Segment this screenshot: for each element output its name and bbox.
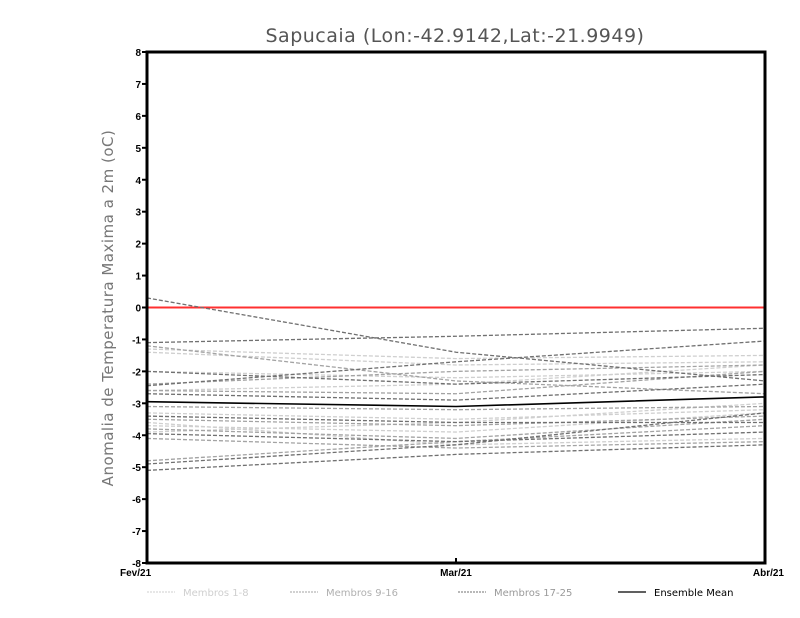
member-line-group3-6 [146, 415, 765, 424]
member-line-group2-5 [146, 437, 766, 449]
legend-label: Membros 1-8 [183, 588, 249, 599]
x-tick-label: Mar/21 [440, 568, 472, 579]
member-line-group3-4 [146, 370, 766, 385]
series-layer [146, 297, 766, 472]
member-line-group1-3 [146, 409, 766, 420]
ensemble-mean-line [146, 396, 766, 408]
y-tick-label: 7 [135, 80, 141, 91]
legend-item: Ensemble Mean [618, 588, 733, 599]
legend: Membros 1-8 Membros 9-16 Membros 17-25 Ense… [147, 588, 733, 599]
y-tick-label: 5 [135, 144, 141, 155]
y-tick-label: -5 [132, 463, 141, 474]
member-line-group3-3 [146, 340, 766, 387]
x-tick-label: Abr/21 [753, 568, 785, 579]
member-line-group2-1 [146, 345, 766, 395]
y-tick-label: 2 [135, 240, 141, 251]
y-tick-label: -3 [132, 399, 141, 410]
y-tick-label: 4 [135, 176, 141, 187]
member-line-group2-3 [146, 415, 766, 427]
member-line-group2-2 [146, 370, 766, 395]
member-line-group3-8 [146, 412, 766, 465]
y-axis-label: Anomalia de Temperatura Maxima a 2m (oC) [99, 130, 117, 487]
y-tick-label: 8 [135, 48, 141, 59]
y-tick-label: 6 [135, 112, 141, 123]
y-tick-label: 3 [135, 208, 141, 219]
x-tick-label: Fev/21 [120, 568, 152, 579]
member-line-group1-6 [146, 370, 766, 379]
y-tick-label: -8 [132, 559, 141, 570]
member-line-group2-4 [146, 418, 766, 440]
axes: -8 -7 -6 -5 -4 -3 -2 -1 0 1 2 3 4 5 6 7 8 Fev/21 Mar/21 Abr… [120, 48, 784, 579]
y-tick-label: -6 [132, 495, 141, 506]
member-line-group1-4 [146, 412, 766, 433]
legend-label: Membros 9-16 [326, 588, 398, 599]
legend-item: Membros 1-8 [147, 588, 249, 599]
member-line-group1-1 [146, 348, 766, 360]
member-line-group3-5 [146, 383, 766, 401]
member-line-group1-8 [146, 351, 766, 366]
y-tick-label: -1 [132, 335, 141, 346]
member-line-group3-7 [146, 431, 766, 443]
y-tick-label: -7 [132, 527, 141, 538]
y-tick-label: 0 [135, 304, 141, 315]
member-line-group2-6 [146, 364, 766, 385]
legend-label: Membros 17-25 [494, 588, 572, 599]
y-tick-label: 1 [135, 272, 141, 283]
member-line-group2-7 [146, 405, 766, 411]
y-tick-label: -2 [132, 367, 141, 378]
y-tick-label: -4 [132, 431, 141, 442]
legend-item: Membros 17-25 [458, 588, 572, 599]
member-line-group3-9 [146, 444, 766, 472]
member-line-group3-1 [146, 297, 766, 382]
legend-label: Ensemble Mean [654, 588, 733, 599]
legend-item: Membros 9-16 [290, 588, 398, 599]
chart-title: Sapucaia (Lon:-42.9142,Lat:-21.9949) [266, 25, 645, 47]
member-line-group3-2 [146, 327, 766, 344]
